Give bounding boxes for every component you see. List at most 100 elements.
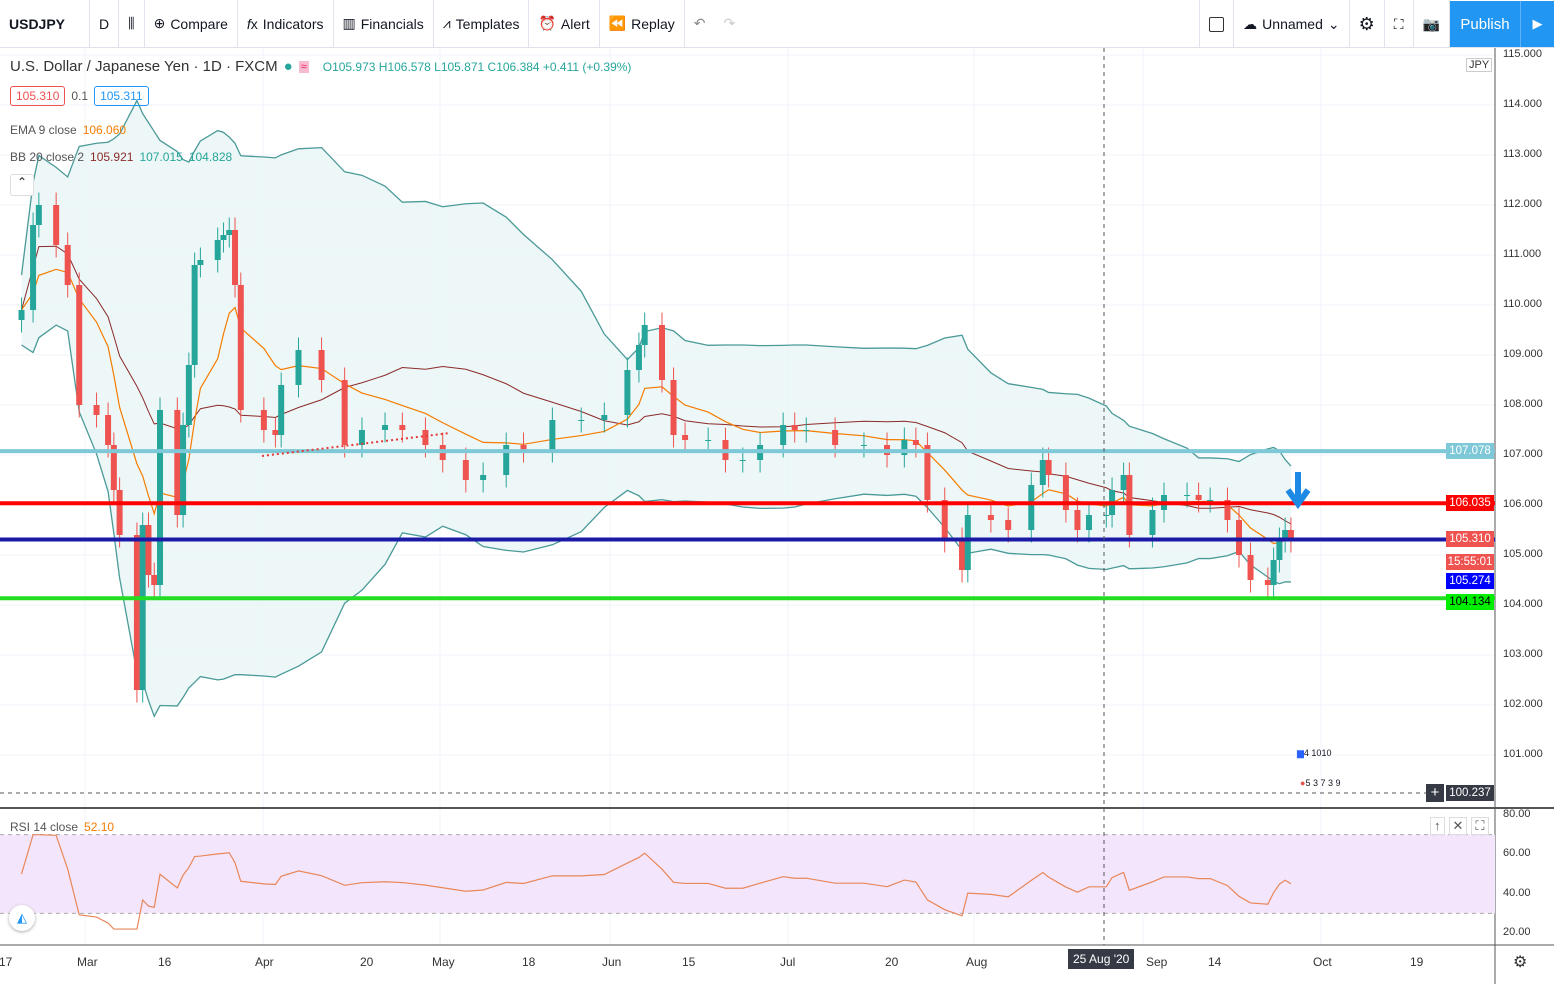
axis-settings-button[interactable]: ⚙: [1513, 952, 1527, 972]
bb-lower: 104.828: [188, 150, 233, 164]
layout-name-button[interactable]: ☁ Unnamed ⌄: [1234, 0, 1350, 48]
candle-body: [318, 350, 325, 380]
maximize-icon[interactable]: ⛶: [1471, 817, 1489, 835]
candle-body: [76, 285, 83, 405]
ema-label: EMA 9 close: [10, 123, 77, 137]
camera-icon: 📷: [1422, 15, 1440, 32]
alarm-clock-icon: ⏰: [538, 15, 556, 31]
rsi-tick: 60.00: [1503, 847, 1531, 860]
time-tick: 17: [0, 955, 13, 969]
candle-body: [1039, 460, 1046, 485]
bb-mid: 105.921: [90, 150, 134, 164]
templates-button[interactable]: ⩘ Templates: [434, 0, 530, 48]
candle-body: [278, 385, 285, 435]
price-tick: 111.000: [1503, 248, 1542, 260]
fx-icon: fx: [246, 15, 258, 32]
legend-header: U.S. Dollar / Japanese Yen · 1D · FXCM ●…: [10, 58, 631, 75]
redo-button[interactable]: ↷: [714, 0, 744, 48]
rsi-tick: 20.00: [1503, 926, 1531, 939]
candle-body: [624, 370, 631, 415]
tradingview-logo-icon[interactable]: ◭: [9, 905, 35, 931]
currency-label[interactable]: JPY: [1466, 58, 1493, 72]
candle-body: [601, 415, 608, 420]
bb-legend[interactable]: BB 20 close 2 105.921 107.015 104.828: [10, 150, 232, 164]
bb-upper: 107.015: [139, 150, 183, 164]
candle-body: [1149, 510, 1156, 535]
candle-body: [912, 440, 919, 445]
rsi-tick: 80.00: [1503, 808, 1531, 820]
time-tick: 19: [1410, 955, 1424, 969]
undo-icon: ↶: [693, 15, 706, 31]
price-tick: 105.000: [1503, 548, 1543, 560]
alert-button[interactable]: ⏰ Alert: [529, 0, 600, 48]
price-tick: 102.000: [1503, 698, 1543, 710]
chevron-up-icon: ⌃: [16, 175, 28, 189]
chart-type-button[interactable]: ⫼: [119, 0, 145, 48]
price-tick: 115.000: [1503, 48, 1542, 60]
indicators-button[interactable]: fx Indicators: [238, 0, 334, 48]
top-toolbar: USDJPY D ⫼ ⊕ Compare fx Indicators ▥ Financ…: [0, 0, 1554, 48]
candle-body: [803, 430, 810, 431]
symbol-search[interactable]: USDJPY: [0, 0, 90, 48]
price-tick: 101.000: [1503, 748, 1543, 760]
candle-body: [1247, 555, 1254, 580]
candle-body: [1120, 475, 1127, 490]
events-earnings-top[interactable]: ▆4 1010: [1297, 748, 1331, 759]
bb-label: BB 20 close 2: [10, 150, 85, 164]
events-count-bottom: 5 3 7 3 9: [1305, 778, 1341, 788]
time-tick: Sep: [1146, 955, 1168, 969]
undo-button[interactable]: ↶: [685, 0, 715, 48]
sell-button[interactable]: 105.310: [10, 86, 66, 106]
candle-body: [220, 235, 227, 240]
events-earnings-bottom[interactable]: ●5 3 7 3 9: [1300, 778, 1340, 788]
candle-body: [1005, 520, 1012, 530]
candle-body: [641, 325, 648, 345]
candle-body: [1184, 495, 1191, 496]
publish-button[interactable]: Publish: [1450, 1, 1520, 47]
financials-label: Financials: [360, 15, 424, 32]
price-tag: 104.134: [1446, 594, 1494, 610]
candle-body: [705, 440, 712, 441]
close-icon[interactable]: ✕: [1448, 817, 1468, 835]
rsi-legend[interactable]: RSI 14 close 52.10: [10, 820, 114, 834]
buy-button[interactable]: 105.311: [94, 86, 149, 106]
replay-button[interactable]: ⏪ Replay: [600, 0, 685, 48]
fullscreen-button[interactable]: ⛶: [1385, 0, 1414, 48]
candle-body: [116, 490, 123, 535]
candle-body: [924, 445, 931, 500]
price-tag: 15:55:01: [1446, 554, 1494, 570]
candle-body: [30, 225, 37, 310]
price-tick: 108.000: [1503, 398, 1543, 410]
candle-body: [959, 540, 966, 570]
financials-button[interactable]: ▥ Financials: [334, 0, 434, 48]
time-tick: Mar: [77, 955, 98, 969]
us-flag-icon: ▆: [1297, 748, 1304, 758]
time-tick: 20: [885, 955, 899, 969]
rsi-line: [20, 834, 1292, 930]
candle-body: [1207, 500, 1214, 501]
cloud-icon: ☁: [1243, 15, 1258, 32]
settings-button[interactable]: ⚙: [1350, 0, 1385, 48]
add-plus-button[interactable]: +: [1426, 784, 1444, 802]
pane-controls: ↑ ✕ ⛶: [1430, 817, 1489, 835]
candle-body: [93, 405, 100, 415]
price-tag: 106.035: [1446, 495, 1494, 511]
ema-legend[interactable]: EMA 9 close 106.060: [10, 123, 126, 137]
snapshot-button[interactable]: 📷: [1414, 0, 1450, 48]
rsi-value: 52.10: [84, 820, 115, 834]
candle-body: [197, 260, 204, 265]
candle-body: [139, 525, 146, 690]
candle-body: [151, 575, 158, 585]
publish-play-button[interactable]: ▶: [1520, 1, 1554, 47]
move-up-icon[interactable]: ↑: [1430, 817, 1445, 835]
candle-body: [358, 430, 365, 445]
candle-body: [1062, 475, 1069, 510]
candle-body: [214, 240, 221, 260]
fullscreen-select-button[interactable]: [1199, 0, 1235, 48]
time-tick: Aug: [966, 955, 988, 969]
interval-button[interactable]: D: [90, 0, 120, 48]
candle-body: [1195, 495, 1202, 500]
compare-button[interactable]: ⊕ Compare: [145, 0, 238, 48]
collapse-legend-button[interactable]: ⌃: [10, 174, 34, 196]
